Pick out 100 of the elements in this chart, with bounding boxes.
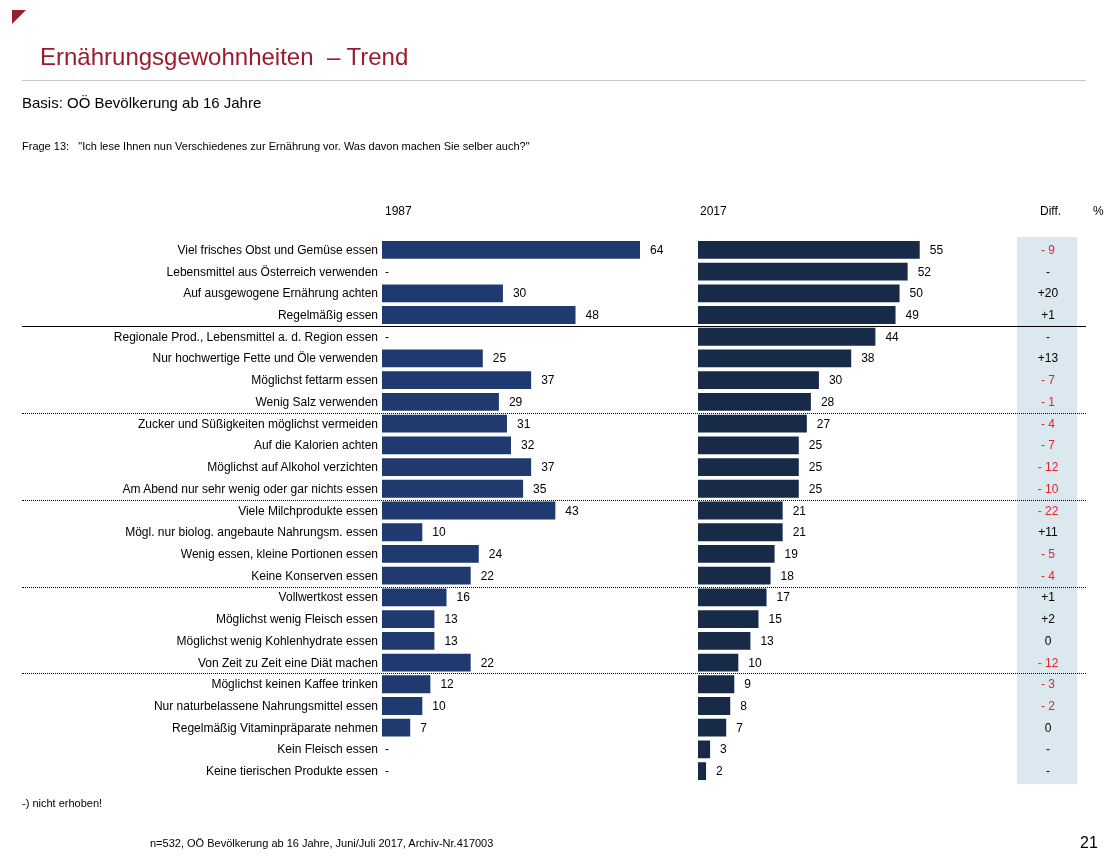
bar <box>382 284 503 303</box>
y-tick-label: Vollwertkost essen <box>278 590 378 605</box>
bar <box>382 610 435 629</box>
text: 21 <box>1080 833 1098 851</box>
y-tick-label: Regelmäßig Vitaminpräparate nehmen <box>172 720 378 735</box>
data-label: 18 <box>780 568 795 583</box>
text: +1 <box>1041 308 1055 323</box>
text: 0 <box>1044 633 1052 648</box>
y-tick-label: Auf die Kalorien achten <box>253 438 378 453</box>
y-tick-label: Kein Fleisch essen <box>277 742 378 757</box>
bar <box>698 762 707 781</box>
text: Frage 13: "Ich lese Ihnen nun Verschiedenes zur Ernährung vor. Was davon machen Sie selber auch?" <box>22 139 530 152</box>
y-tick-label: Zucker und Süßigkeiten möglichst vermeiden <box>137 416 378 431</box>
data-label: 43 <box>565 503 580 518</box>
text: +11 <box>1038 525 1058 540</box>
bar <box>382 523 423 542</box>
bar <box>698 327 876 346</box>
text: - <box>385 264 389 279</box>
bar <box>698 414 807 433</box>
y-tick-label: Regelmäßig essen <box>277 308 378 323</box>
bar <box>382 479 524 498</box>
y-tick-label: Möglichst fettarm essen <box>251 373 378 388</box>
data-label: 25 <box>808 460 823 475</box>
data-label: 12 <box>440 677 455 692</box>
text: - 1 <box>1040 394 1056 409</box>
bar <box>698 349 852 368</box>
data-label: 13 <box>444 612 459 627</box>
data-label: 3 <box>720 742 728 757</box>
data-label: 52 <box>917 264 932 279</box>
text: Basis: OÖ Bevölkerung ab 16 Jahre <box>22 94 262 111</box>
text: - <box>385 329 389 344</box>
data-label: 10 <box>432 525 446 540</box>
data-label: 35 <box>533 481 547 496</box>
data-label: 22 <box>480 655 495 670</box>
data-label: 29 <box>508 394 523 409</box>
data-label: 15 <box>768 612 783 627</box>
text: - <box>1046 764 1050 779</box>
data-label: 37 <box>541 373 555 388</box>
data-label: 44 <box>885 329 900 344</box>
text: - 3 <box>1040 677 1056 692</box>
data-label: 13 <box>444 633 459 648</box>
data-label: 30 <box>512 286 527 301</box>
bar <box>382 458 532 476</box>
bar <box>382 306 576 324</box>
series-label: 1987 <box>385 204 413 218</box>
text: - 9 <box>1040 242 1056 257</box>
data-label: 25 <box>492 351 507 366</box>
text: - 7 <box>1040 438 1056 453</box>
bar <box>698 306 896 324</box>
bar <box>382 631 435 650</box>
bar <box>698 545 775 563</box>
bar <box>698 436 799 455</box>
data-label: 9 <box>744 677 752 692</box>
bar <box>382 501 556 520</box>
data-label: 50 <box>909 286 924 301</box>
data-label: 55 <box>929 242 944 257</box>
bar <box>382 697 423 715</box>
y-tick-label: Lebensmittel aus Österreich verwenden <box>166 264 378 279</box>
bar <box>382 436 511 455</box>
data-label: 25 <box>808 481 823 496</box>
data-label: 13 <box>760 633 775 648</box>
text: - 5 <box>1040 546 1056 561</box>
bar <box>698 479 799 498</box>
bar <box>382 392 499 411</box>
y-tick-label: Von Zeit zu Zeit eine Diät machen <box>197 655 378 670</box>
bar <box>698 675 735 694</box>
bar <box>698 697 731 715</box>
text: - <box>1046 264 1050 279</box>
text: - 7 <box>1040 373 1056 388</box>
text: - 4 <box>1040 416 1056 431</box>
y-tick-label: Möglichst auf Alkohol verzichten <box>207 460 378 475</box>
text: n=532, OÖ Bevölkerung ab 16 Jahre, Juni/Juli 2017, Archiv-Nr.417003 <box>150 836 494 849</box>
text: - 10 <box>1037 481 1059 496</box>
data-label: 21 <box>792 503 807 518</box>
bar <box>698 371 819 390</box>
y-tick-label: Auf ausgewogene Ernährung achten <box>183 286 378 301</box>
data-label: 8 <box>740 698 748 713</box>
y-tick-label: Nur hochwertige Fette und Öle verwenden <box>152 351 378 366</box>
data-label: 49 <box>905 308 920 323</box>
data-label: 16 <box>456 590 471 605</box>
bar <box>382 653 471 672</box>
y-tick-label: Regionale Prod., Lebensmittel a. d. Region essen <box>113 329 378 344</box>
data-label: 7 <box>420 720 428 735</box>
data-label: 17 <box>776 590 791 605</box>
series-label: 2017 <box>700 204 728 218</box>
y-tick-label: Keine Konserven essen <box>251 568 378 583</box>
bar <box>698 458 799 476</box>
data-label: 10 <box>748 655 762 670</box>
bar <box>698 240 920 259</box>
bar <box>382 675 431 694</box>
bar <box>382 588 447 607</box>
bar <box>382 566 471 585</box>
bar <box>698 523 783 542</box>
bar <box>698 653 739 672</box>
data-label: 22 <box>480 568 495 583</box>
bar <box>382 240 640 259</box>
text: +20 <box>1037 286 1059 301</box>
data-label: 31 <box>516 416 531 431</box>
y-tick-label: Wenig Salz verwenden <box>255 394 378 409</box>
text: - 2 <box>1040 698 1056 713</box>
